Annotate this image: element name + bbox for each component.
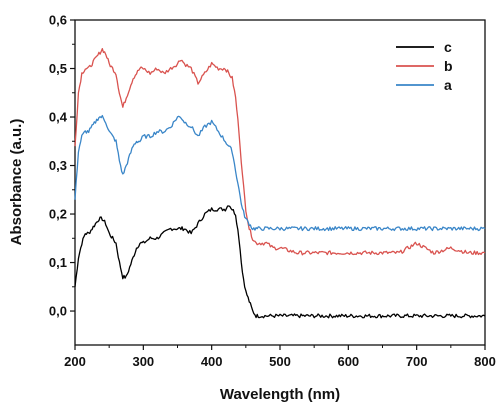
legend-label-a: a — [444, 77, 452, 93]
x-tick-label-800: 800 — [474, 354, 496, 369]
y-tick-label-0,6: 0,6 — [49, 13, 67, 28]
series-line-b — [74, 48, 486, 256]
x-axis-title: Wavelength (nm) — [220, 386, 340, 403]
x-axis: 200 300 400 500 600 700 800 — [64, 345, 496, 369]
series-line-c — [74, 205, 486, 319]
y-tick-label-0,3: 0,3 — [49, 158, 67, 173]
plot-frame — [74, 19, 486, 346]
y-axis: 0,0 0,1 0,2 0,3 0,4 0,5 0,6 — [49, 13, 75, 319]
y-axis-title: Absorbance (a.u.) — [8, 119, 25, 246]
y-tick-label-0,5: 0,5 — [49, 61, 67, 76]
series-layer — [74, 48, 486, 319]
x-tick-label-200: 200 — [64, 354, 86, 369]
legend-label-b: b — [444, 58, 453, 74]
x-tick-label-300: 300 — [132, 354, 154, 369]
x-tick-label-600: 600 — [337, 354, 359, 369]
y-tick-label-0,1: 0,1 — [49, 255, 67, 270]
legend: cba — [396, 39, 453, 93]
y-tick-label-0,0: 0,0 — [49, 304, 67, 319]
x-tick-label-700: 700 — [406, 354, 428, 369]
legend-label-c: c — [444, 39, 452, 55]
series-line-a — [74, 114, 486, 232]
y-tick-label-0,4: 0,4 — [49, 110, 68, 125]
x-tick-label-500: 500 — [269, 354, 291, 369]
x-tick-label-400: 400 — [201, 354, 223, 369]
y-tick-label-0,2: 0,2 — [49, 207, 67, 222]
